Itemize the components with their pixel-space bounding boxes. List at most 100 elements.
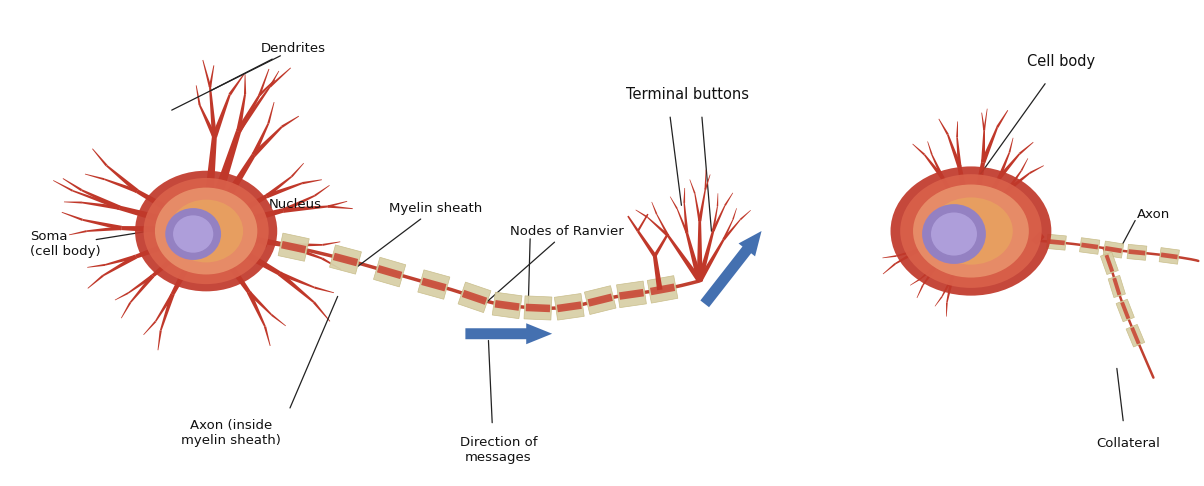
Polygon shape (636, 209, 648, 218)
Polygon shape (697, 230, 714, 281)
Polygon shape (1112, 278, 1121, 295)
Ellipse shape (913, 185, 1029, 278)
Polygon shape (82, 219, 122, 230)
Ellipse shape (931, 212, 976, 256)
Polygon shape (1159, 247, 1180, 264)
Polygon shape (314, 185, 330, 196)
Polygon shape (967, 162, 985, 232)
Ellipse shape (922, 204, 986, 264)
Polygon shape (704, 170, 707, 190)
Polygon shape (64, 202, 82, 204)
Polygon shape (934, 296, 943, 307)
Polygon shape (271, 314, 287, 326)
Polygon shape (282, 195, 315, 212)
Polygon shape (208, 65, 214, 87)
Polygon shape (102, 255, 137, 277)
Polygon shape (1047, 239, 1066, 245)
Polygon shape (1127, 244, 1147, 260)
Polygon shape (556, 301, 582, 312)
Polygon shape (313, 301, 330, 322)
Polygon shape (114, 292, 129, 300)
Polygon shape (81, 189, 120, 210)
Polygon shape (739, 210, 751, 220)
Polygon shape (1105, 246, 1122, 253)
Polygon shape (87, 264, 105, 268)
Polygon shape (923, 154, 944, 179)
Polygon shape (160, 294, 175, 331)
Polygon shape (236, 94, 246, 132)
Text: Nucleus: Nucleus (199, 198, 321, 233)
Polygon shape (258, 69, 270, 96)
Polygon shape (212, 94, 231, 138)
Polygon shape (495, 300, 520, 311)
Polygon shape (895, 248, 920, 264)
Polygon shape (677, 208, 687, 233)
Polygon shape (684, 203, 689, 233)
Polygon shape (53, 180, 73, 191)
Polygon shape (202, 228, 250, 294)
Polygon shape (896, 248, 920, 257)
Polygon shape (616, 281, 647, 308)
Polygon shape (712, 205, 726, 231)
Polygon shape (155, 294, 175, 322)
Text: Axon (inside
myelin sheath): Axon (inside myelin sheath) (181, 419, 281, 448)
Polygon shape (421, 278, 447, 292)
Polygon shape (685, 232, 702, 282)
Polygon shape (82, 202, 119, 210)
Polygon shape (236, 95, 260, 133)
Ellipse shape (165, 208, 222, 260)
Polygon shape (526, 304, 550, 312)
Polygon shape (1007, 173, 1031, 192)
Polygon shape (883, 255, 897, 258)
Polygon shape (281, 241, 306, 253)
Polygon shape (1128, 249, 1145, 256)
Polygon shape (919, 227, 973, 251)
Polygon shape (984, 109, 987, 131)
Polygon shape (492, 292, 523, 319)
Polygon shape (252, 126, 283, 156)
Polygon shape (229, 74, 244, 95)
Polygon shape (956, 138, 962, 167)
Polygon shape (701, 231, 762, 307)
Polygon shape (650, 283, 675, 295)
Polygon shape (968, 177, 1001, 233)
Ellipse shape (929, 197, 1013, 265)
Polygon shape (268, 71, 279, 87)
Polygon shape (122, 226, 206, 236)
Polygon shape (120, 302, 131, 318)
Polygon shape (237, 86, 271, 133)
Polygon shape (244, 74, 246, 94)
Polygon shape (981, 113, 985, 131)
Polygon shape (524, 296, 551, 320)
Polygon shape (256, 237, 267, 248)
Polygon shape (203, 194, 267, 235)
Polygon shape (732, 208, 737, 220)
Polygon shape (265, 176, 293, 198)
Polygon shape (128, 275, 154, 294)
Polygon shape (938, 119, 949, 135)
Polygon shape (279, 272, 315, 288)
Polygon shape (259, 79, 276, 96)
Polygon shape (981, 130, 985, 162)
Polygon shape (684, 188, 685, 203)
Polygon shape (588, 294, 613, 307)
Polygon shape (278, 272, 314, 303)
Polygon shape (712, 206, 718, 231)
Polygon shape (1046, 234, 1067, 250)
Polygon shape (85, 174, 105, 180)
Polygon shape (648, 276, 678, 303)
Text: Terminal buttons: Terminal buttons (626, 87, 749, 102)
Polygon shape (284, 243, 323, 247)
Polygon shape (931, 155, 944, 179)
Polygon shape (1116, 299, 1134, 322)
Polygon shape (1007, 170, 1022, 191)
Polygon shape (171, 229, 209, 295)
Polygon shape (647, 217, 669, 237)
Polygon shape (669, 196, 678, 209)
Polygon shape (957, 167, 975, 232)
Polygon shape (968, 189, 1009, 234)
Polygon shape (202, 154, 255, 234)
Polygon shape (143, 321, 157, 335)
Polygon shape (466, 323, 553, 344)
Polygon shape (203, 226, 281, 276)
